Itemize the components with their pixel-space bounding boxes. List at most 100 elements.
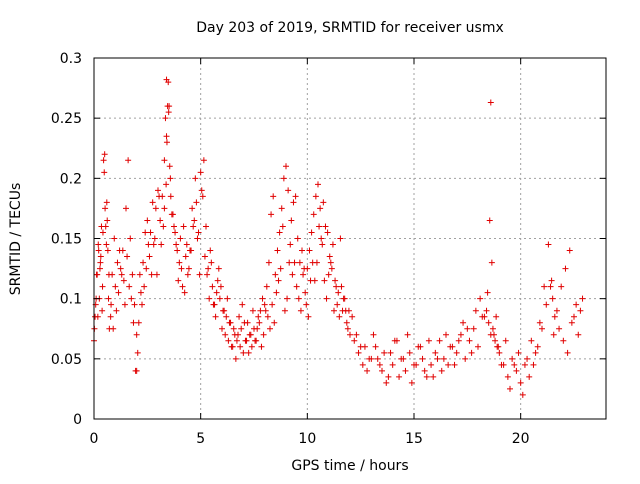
data-point [343, 319, 350, 326]
data-point [162, 115, 169, 122]
data-point [103, 241, 110, 248]
data-point [316, 223, 323, 230]
data-point [551, 313, 558, 320]
data-point [100, 157, 107, 164]
data-point [259, 295, 266, 302]
data-point [305, 313, 312, 320]
data-point [292, 193, 299, 200]
data-point [268, 211, 275, 218]
data-point [163, 181, 170, 188]
data-point [183, 241, 190, 248]
data-point [111, 235, 118, 242]
data-point [517, 379, 524, 386]
data-point [344, 325, 351, 332]
data-point [280, 175, 287, 182]
data-point [308, 229, 315, 236]
data-point [189, 205, 196, 212]
data-point [293, 283, 300, 290]
data-point [114, 259, 121, 266]
data-point [106, 325, 113, 332]
data-point [166, 103, 173, 110]
data-point [149, 199, 156, 206]
data-point [236, 313, 243, 320]
data-point [168, 211, 175, 218]
data-point [198, 187, 205, 194]
data-point [148, 271, 155, 278]
data-point [175, 277, 182, 284]
data-point [212, 313, 219, 320]
data-point [140, 259, 147, 266]
data-point [562, 265, 569, 272]
data-point [445, 361, 452, 368]
x-tick-label: 5 [196, 431, 205, 447]
data-point [366, 355, 373, 362]
x-tick-label: 0 [90, 431, 99, 447]
data-point [568, 319, 575, 326]
data-point [387, 349, 394, 356]
data-point [163, 76, 170, 83]
data-point [351, 337, 358, 344]
data-point [281, 307, 288, 314]
data-point [136, 271, 143, 278]
data-point [225, 337, 232, 344]
data-point [192, 175, 199, 182]
data-point [101, 169, 108, 176]
data-point [103, 199, 110, 206]
data-point [488, 259, 495, 266]
data-point [172, 229, 179, 236]
data-point [484, 289, 491, 296]
data-point [256, 319, 263, 326]
data-point [205, 265, 212, 272]
data-point [277, 265, 284, 272]
data-point [504, 373, 511, 380]
data-point [312, 193, 319, 200]
data-point [457, 331, 464, 338]
data-point [524, 355, 531, 362]
x-axis-label: GPS time / hours [291, 458, 408, 474]
data-point [310, 211, 317, 218]
x-tick-label: 20 [512, 431, 530, 447]
data-point [151, 235, 158, 242]
data-point [370, 331, 377, 338]
data-point [417, 343, 424, 350]
data-point [185, 265, 192, 272]
data-point [541, 283, 548, 290]
data-point [130, 319, 137, 326]
data-point [123, 205, 129, 212]
data-point [131, 301, 138, 308]
data-point [193, 199, 200, 206]
data-point [105, 295, 112, 302]
data-point [252, 337, 259, 344]
data-point [217, 283, 224, 290]
data-point [496, 349, 503, 356]
data-point [317, 205, 324, 212]
data-point [133, 331, 140, 338]
data-point [300, 271, 307, 278]
data-point [239, 301, 246, 308]
data-point [286, 259, 293, 266]
data-point [526, 373, 533, 380]
data-point [102, 223, 109, 230]
data-point [460, 319, 467, 326]
data-point [564, 349, 571, 356]
data-point [337, 235, 344, 242]
data-point [547, 283, 554, 290]
data-point [341, 295, 348, 302]
data-point [271, 319, 278, 326]
y-tick-label: 0.3 [60, 51, 82, 67]
data-point [558, 283, 565, 290]
data-point [125, 157, 132, 164]
data-point [146, 253, 153, 260]
data-point [408, 379, 415, 386]
data-point [323, 295, 330, 302]
data-point [290, 199, 297, 206]
data-point [188, 247, 195, 254]
data-point [443, 331, 449, 338]
data-point [507, 385, 513, 392]
data-point [509, 355, 516, 362]
data-point [320, 199, 327, 206]
data-point [334, 301, 341, 308]
data-point [475, 343, 481, 350]
data-point [190, 223, 197, 230]
